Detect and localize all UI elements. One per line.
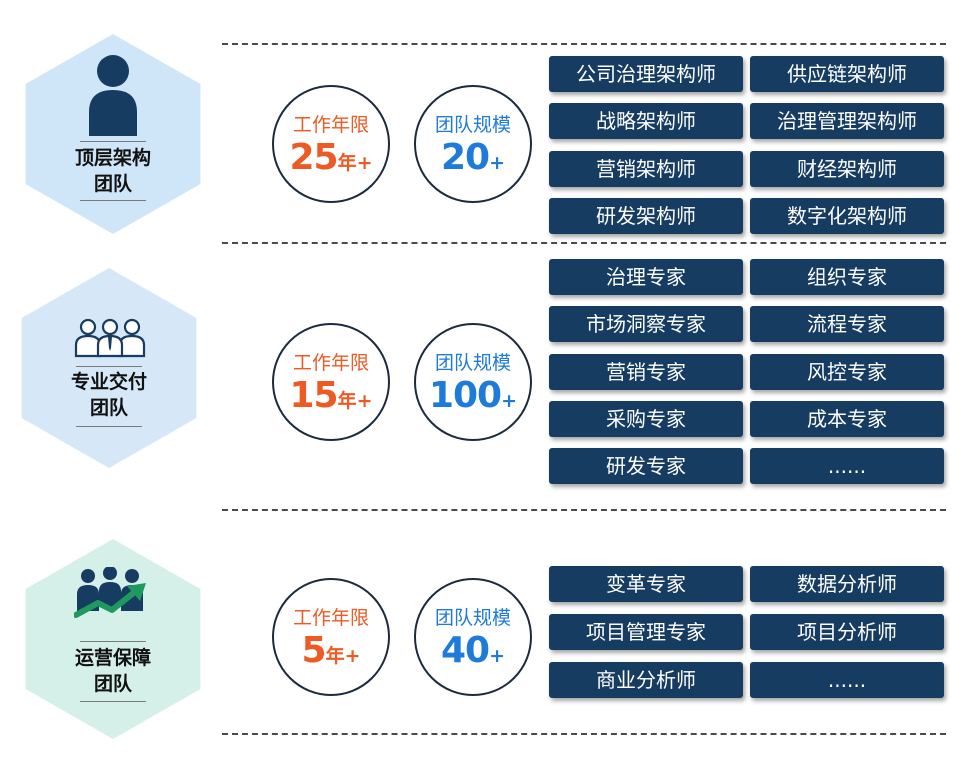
role-tag: 研发专家 [549,448,743,484]
team-size-circle: 团队规模 40+ [414,578,532,696]
team-title: 运营保障 团队 [74,647,151,695]
role-tag: 变革专家 [549,566,743,602]
role-tag: 数字化架构师 [750,198,944,234]
years-value: 25年+ [289,137,373,178]
title-rule-upper [80,641,146,642]
role-tag: 研发架构师 [549,198,743,234]
years-value: 5年+ [301,630,361,671]
role-tag: 成本专家 [750,401,944,437]
title-rule-upper [80,141,146,142]
divider-bottom [222,733,946,735]
title-rule-lower [80,200,146,201]
team-badge-professional-delivery: 专业交付 团队 [21,268,197,468]
team-size-value: 20+ [440,137,506,178]
role-tag-more: ...... [750,448,944,484]
years-value: 15年+ [289,375,373,416]
role-tag: 营销架构师 [549,151,743,187]
role-tag-more: ...... [750,662,944,698]
team-size-value: 40+ [440,630,506,671]
role-tag: 商业分析师 [549,662,743,698]
team-size-label: 团队规模 [434,352,511,374]
role-tag: 营销专家 [549,354,743,390]
years-circle: 工作年限 25年+ [272,85,390,203]
team-title: 专业交付 团队 [70,371,147,419]
divider-2 [222,509,946,511]
team-size-circle: 团队规模 100+ [414,323,532,441]
team-badge-operations-support: 运营保障 团队 [25,539,201,739]
team-size-label: 团队规模 [434,114,511,136]
role-tag: 项目分析师 [750,614,944,650]
role-tag: 治理专家 [549,259,743,295]
team-size-circle: 团队规模 20+ [414,85,532,203]
years-label: 工作年限 [292,607,369,629]
role-tag: 数据分析师 [750,566,944,602]
person-icon [89,55,137,136]
role-tag: 风控专家 [750,354,944,390]
team-icon [74,318,146,358]
role-tag: 供应链架构师 [750,56,944,92]
role-tag: 公司治理架构师 [549,56,743,92]
role-tag: 项目管理专家 [549,614,743,650]
title-rule-upper [76,366,142,367]
years-label: 工作年限 [292,114,369,136]
team-badge-top-architecture: 顶层架构 团队 [25,34,201,234]
team-size-label: 团队规模 [434,607,511,629]
divider-top [222,43,946,45]
team-size-value: 100+ [428,375,518,416]
title-rule-lower [80,701,146,702]
growth-team-icon [74,567,146,618]
years-circle: 工作年限 5年+ [272,578,390,696]
role-tag: 战略架构师 [549,103,743,139]
role-tag: 采购专家 [549,401,743,437]
role-tag: 市场洞察专家 [549,306,743,342]
years-circle: 工作年限 15年+ [272,323,390,441]
role-tag: 治理管理架构师 [750,103,944,139]
role-tag: 财经架构师 [750,151,944,187]
team-title: 顶层架构 团队 [74,147,151,195]
role-tag: 组织专家 [750,259,944,295]
role-tag: 流程专家 [750,306,944,342]
title-rule-lower [76,426,142,427]
years-label: 工作年限 [292,352,369,374]
divider-1 [222,242,946,244]
